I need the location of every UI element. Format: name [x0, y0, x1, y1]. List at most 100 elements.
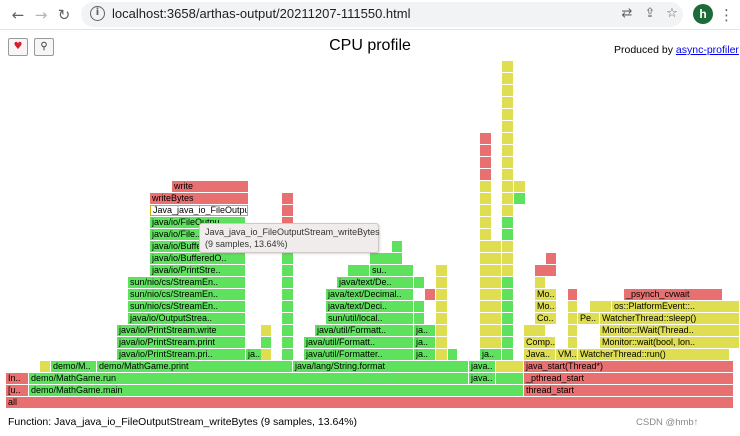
flame-frame[interactable] [502, 349, 513, 360]
flame-frame[interactable] [436, 265, 447, 276]
flame-frame[interactable] [535, 277, 545, 288]
flame-frame[interactable]: Java.. [524, 349, 555, 360]
flame-frame[interactable] [502, 193, 513, 204]
flame-frame[interactable] [546, 253, 556, 264]
flame-frame[interactable] [480, 325, 501, 336]
flame-frame[interactable] [514, 181, 525, 192]
flame-frame[interactable]: WatcherThread::run() [578, 349, 729, 360]
flame-frame[interactable] [436, 289, 447, 300]
flame-frame[interactable]: java/io/PrintStream.print [117, 337, 245, 348]
flame-frame[interactable] [568, 337, 577, 348]
flame-frame[interactable] [282, 265, 293, 276]
flame-frame[interactable]: sun/nio/cs/StreamEn.. [128, 277, 245, 288]
flame-frame[interactable] [480, 253, 501, 264]
flame-frame[interactable]: java/io/FileOutpu.. [150, 217, 245, 228]
flame-frame[interactable]: java/util/Formatt.. [304, 337, 413, 348]
flame-frame[interactable]: demo/MathGame.print [97, 361, 292, 372]
flame-frame[interactable]: java/io/PrintStream.pri.. [117, 349, 245, 360]
flame-frame[interactable] [480, 205, 491, 216]
flame-frame[interactable] [282, 253, 293, 264]
flame-frame[interactable]: Comp.. [524, 337, 555, 348]
flame-frame[interactable] [480, 313, 501, 324]
flame-frame[interactable] [496, 373, 523, 384]
flame-frame[interactable] [502, 325, 513, 336]
flame-frame[interactable]: demo/MathGame.run [29, 373, 468, 384]
flame-frame[interactable] [436, 277, 447, 288]
flame-frame[interactable] [261, 325, 271, 336]
flame-frame[interactable]: writeBytes [150, 193, 248, 204]
flame-frame[interactable] [502, 229, 513, 240]
flame-frame[interactable] [502, 337, 513, 348]
flame-frame[interactable] [425, 289, 435, 300]
flame-frame[interactable] [502, 181, 513, 192]
flame-frame[interactable] [502, 61, 513, 72]
forward-arrow-icon[interactable]: → [34, 6, 48, 24]
flame-frame[interactable] [568, 325, 577, 336]
flame-frame[interactable]: sun/nio/cs/StreamEn.. [128, 289, 245, 300]
flame-graph[interactable]: all [u.. demo/MathGame.main thread_start In.… [6, 61, 739, 409]
reverse-button[interactable]: ♥ [8, 38, 28, 56]
async-profiler-link[interactable]: async-profiler [675, 44, 739, 56]
flame-frame[interactable]: java.. [469, 373, 495, 384]
flame-frame[interactable] [282, 313, 293, 324]
flame-frame[interactable] [568, 313, 577, 324]
flame-frame[interactable]: java/text/Deci.. [326, 301, 413, 312]
flame-frame[interactable] [480, 145, 491, 156]
translate-icon[interactable]: ⇄ [621, 6, 633, 21]
flame-frame[interactable]: ja.. [414, 337, 435, 348]
flame-frame[interactable] [282, 325, 293, 336]
flame-frame[interactable] [370, 253, 402, 264]
flame-frame[interactable] [282, 277, 293, 288]
flame-frame[interactable]: java/util/Formatt.. [315, 325, 413, 336]
flame-frame[interactable] [502, 73, 513, 84]
share-icon[interactable]: ⇪ [644, 6, 656, 21]
flame-frame[interactable] [261, 349, 271, 360]
flame-frame[interactable] [480, 169, 491, 180]
flame-frame[interactable] [502, 217, 513, 228]
flame-frame[interactable]: java/text/Decimal.. [326, 289, 413, 300]
flame-frame[interactable] [282, 193, 293, 204]
flame-frame[interactable]: java/util/Formatter.. [304, 349, 413, 360]
flame-frame[interactable]: sun/nio/cs/StreamEn.. [128, 301, 245, 312]
flame-frame[interactable] [448, 349, 457, 360]
flame-frame[interactable]: java/io/PrintStream.write [117, 325, 245, 336]
flame-frame[interactable] [568, 301, 577, 312]
flame-frame[interactable] [282, 289, 293, 300]
flame-frame[interactable]: VM.. [556, 349, 577, 360]
flame-frame[interactable] [480, 193, 491, 204]
flame-frame[interactable] [480, 181, 491, 192]
flame-frame[interactable]: su.. [370, 265, 413, 276]
flame-frame[interactable]: ja.. [414, 349, 435, 360]
flame-frame[interactable]: java_start(Thread*) [524, 361, 733, 372]
flame-frame[interactable] [436, 313, 447, 324]
flame-frame[interactable] [282, 205, 293, 216]
flame-frame[interactable] [480, 229, 491, 240]
flame-frame[interactable] [502, 253, 513, 264]
flame-frame[interactable] [261, 337, 271, 348]
flame-frame[interactable]: Monitor::IWait(Thread.. [600, 325, 739, 336]
flame-frame[interactable] [348, 265, 369, 276]
flame-frame[interactable]: demo/MathGame.main [29, 385, 523, 396]
flame-frame[interactable] [502, 97, 513, 108]
flame-frame[interactable] [480, 157, 491, 168]
flame-frame[interactable]: _pthread_start [524, 373, 733, 384]
flame-frame[interactable] [480, 337, 501, 348]
flame-frame[interactable]: Co.. [535, 313, 556, 324]
flame-frame[interactable] [502, 85, 513, 96]
flame-frame[interactable] [480, 265, 501, 276]
flame-frame[interactable] [502, 277, 513, 288]
flame-frame[interactable] [436, 349, 447, 360]
flame-frame[interactable] [496, 361, 523, 372]
flame-frame[interactable] [40, 361, 50, 372]
flame-frame[interactable]: java/text/De.. [337, 277, 413, 288]
flame-frame[interactable] [436, 337, 447, 348]
url-text[interactable]: localhost:3658/arthas-output/20211207-11… [112, 6, 411, 21]
flame-frame[interactable]: ja.. [414, 325, 435, 336]
flame-frame[interactable] [480, 241, 501, 252]
flame-frame[interactable]: java/io/OutputStrea.. [128, 313, 245, 324]
flame-frame[interactable] [480, 217, 491, 228]
flame-frame[interactable] [282, 217, 293, 228]
flame-frame[interactable]: java/io/File.. [150, 229, 245, 240]
flame-frame[interactable]: thread_start [524, 385, 733, 396]
flame-frame[interactable] [568, 289, 577, 300]
